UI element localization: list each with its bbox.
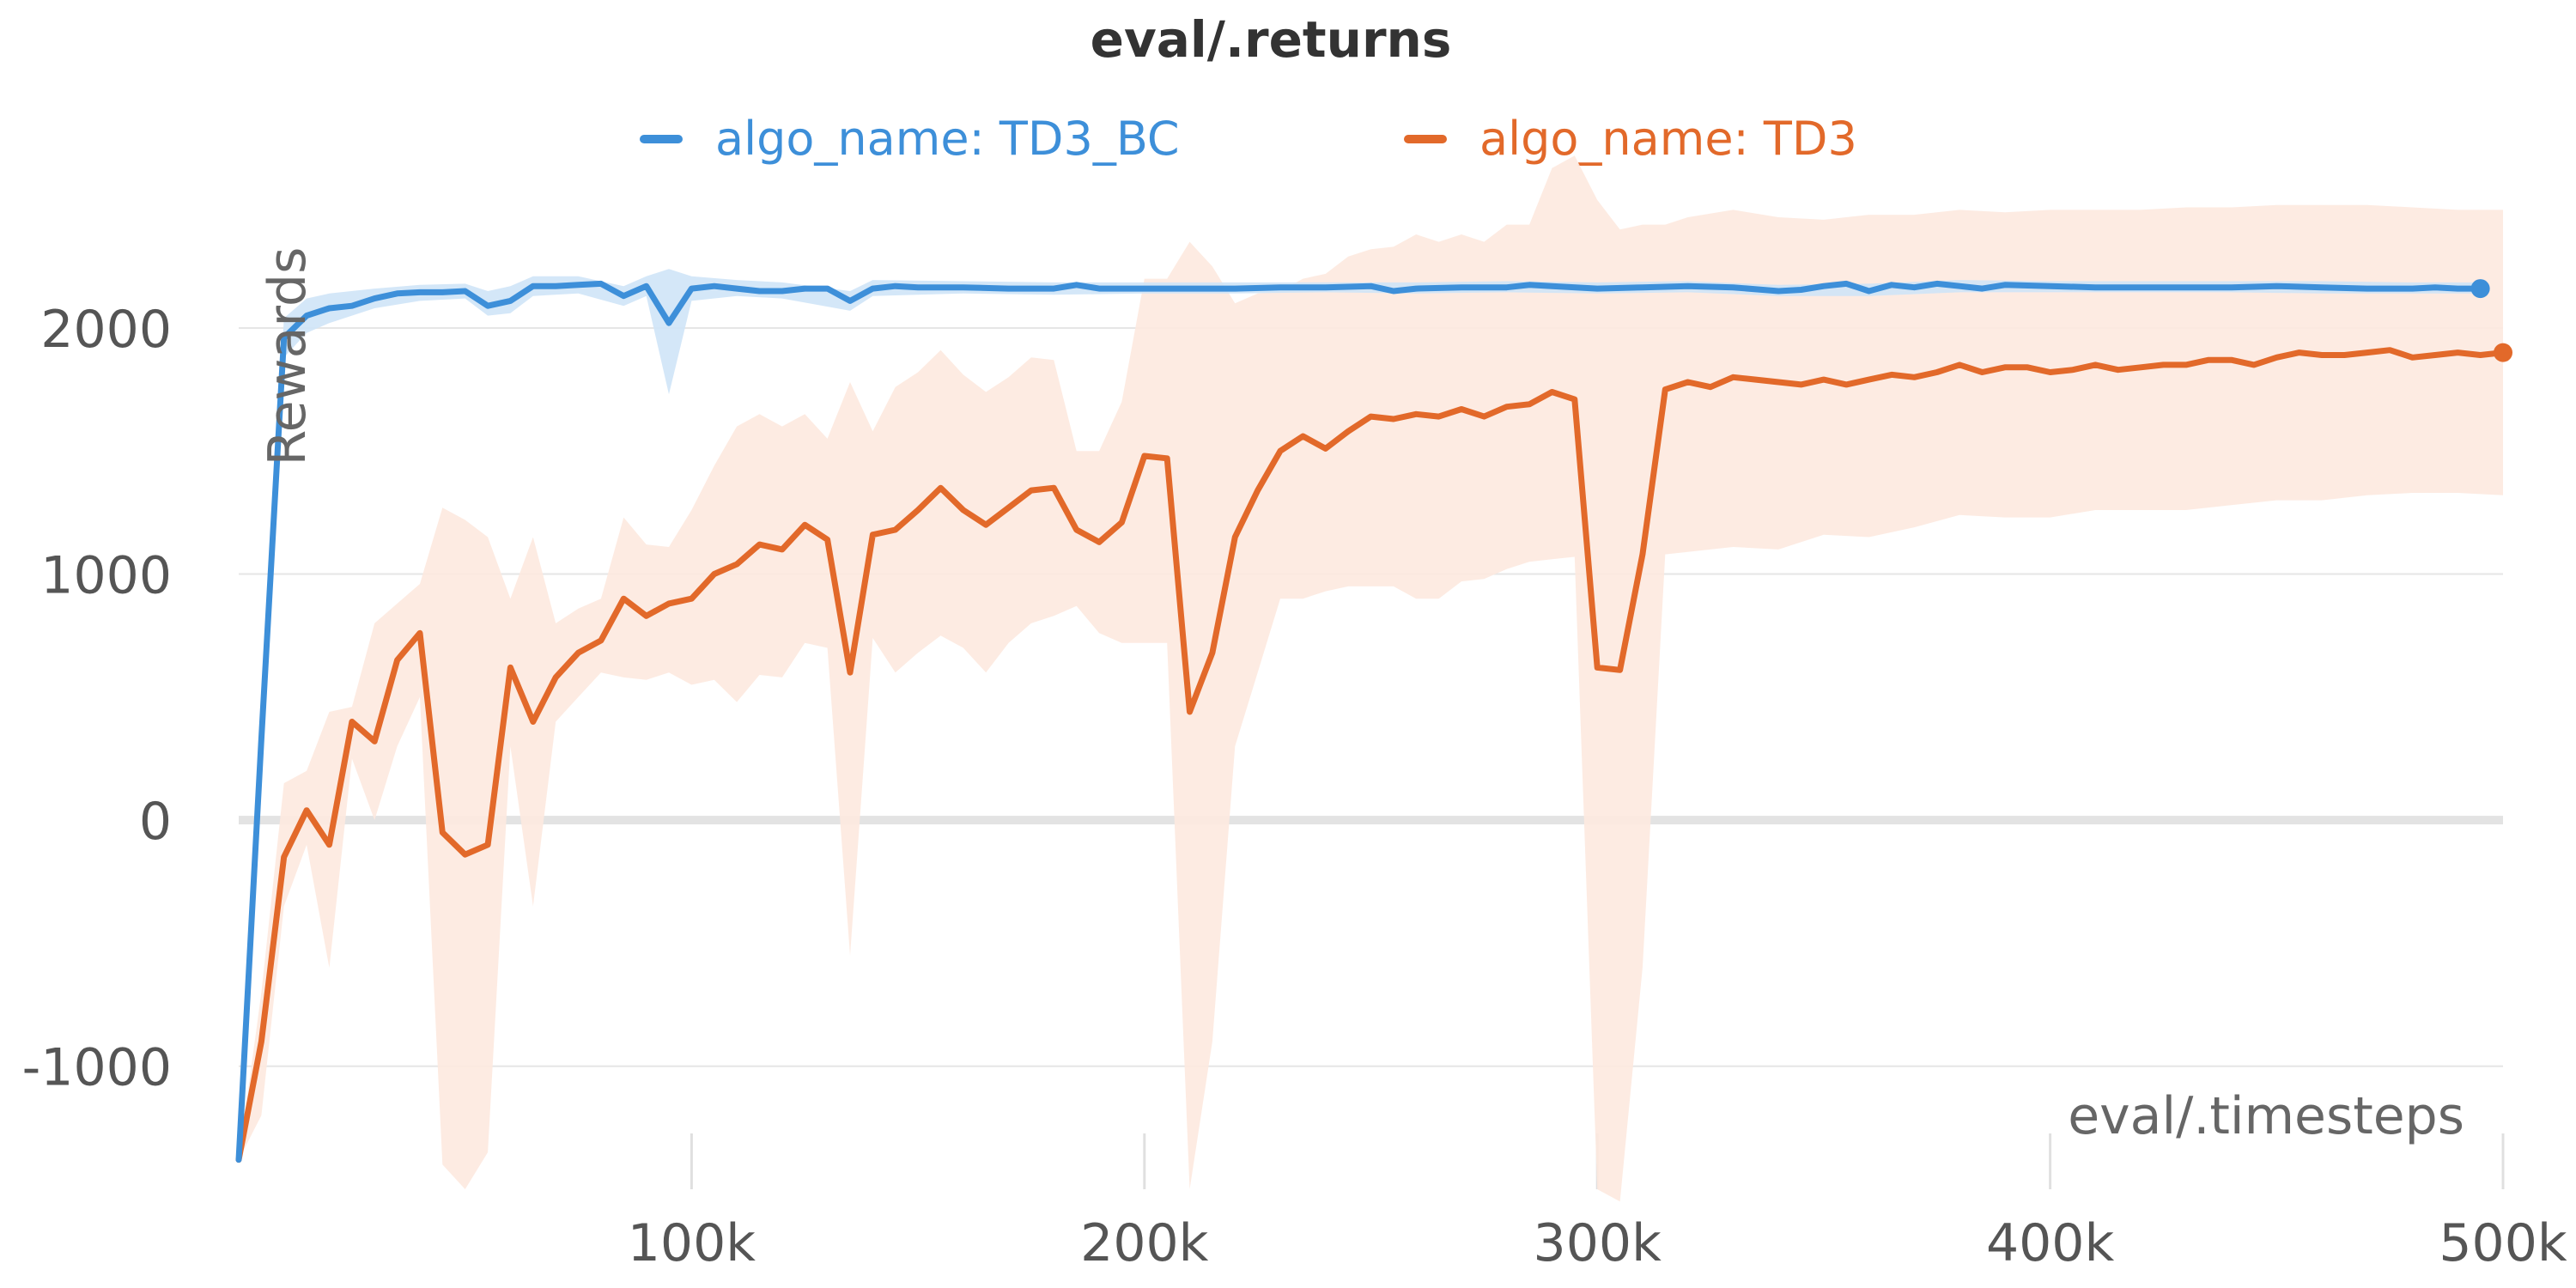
chart-title: eval/.returns <box>1091 10 1452 69</box>
line-series-0[interactable] <box>235 280 2484 1163</box>
y-tick-label-1: 0 <box>139 792 172 852</box>
legend-item-td3-bc[interactable]: algo_name: TD3_BC <box>640 112 1180 166</box>
legend[interactable]: algo_name: TD3_BC algo_name: TD3 <box>640 112 1857 166</box>
series-lines <box>235 279 2512 1163</box>
x-tick-label-4: 500k <box>2439 1213 2567 1273</box>
line-series-1[interactable] <box>235 347 2506 1163</box>
legend-label-td3-bc: algo_name: TD3_BC <box>715 112 1180 166</box>
x-tick-label-0: 100k <box>628 1213 756 1273</box>
y-axis-label: Rewards <box>258 247 318 466</box>
legend-label-td3: algo_name: TD3 <box>1479 112 1857 166</box>
x-axis-label: eval/.timesteps <box>2068 1086 2464 1146</box>
confidence-bands <box>239 155 2503 1202</box>
y-tick-label-2: 1000 <box>40 546 172 606</box>
x-tick-label-3: 400k <box>1986 1213 2115 1273</box>
y-tick-label-0: -1000 <box>22 1038 172 1098</box>
endpoint-marker-series-0[interactable] <box>2470 279 2490 299</box>
legend-item-td3[interactable]: algo_name: TD3 <box>1404 112 1857 166</box>
x-tick-label-2: 300k <box>1534 1213 1662 1273</box>
x-tick-label-1: 200k <box>1080 1213 1209 1273</box>
band-series-1 <box>239 155 2503 1202</box>
endpoint-marker-series-1[interactable] <box>2494 343 2512 362</box>
y-tick-label-3: 2000 <box>40 300 172 360</box>
tick-labels: -1000 0 1000 2000 100k 200k 300k 400k 500k <box>22 300 2567 1273</box>
